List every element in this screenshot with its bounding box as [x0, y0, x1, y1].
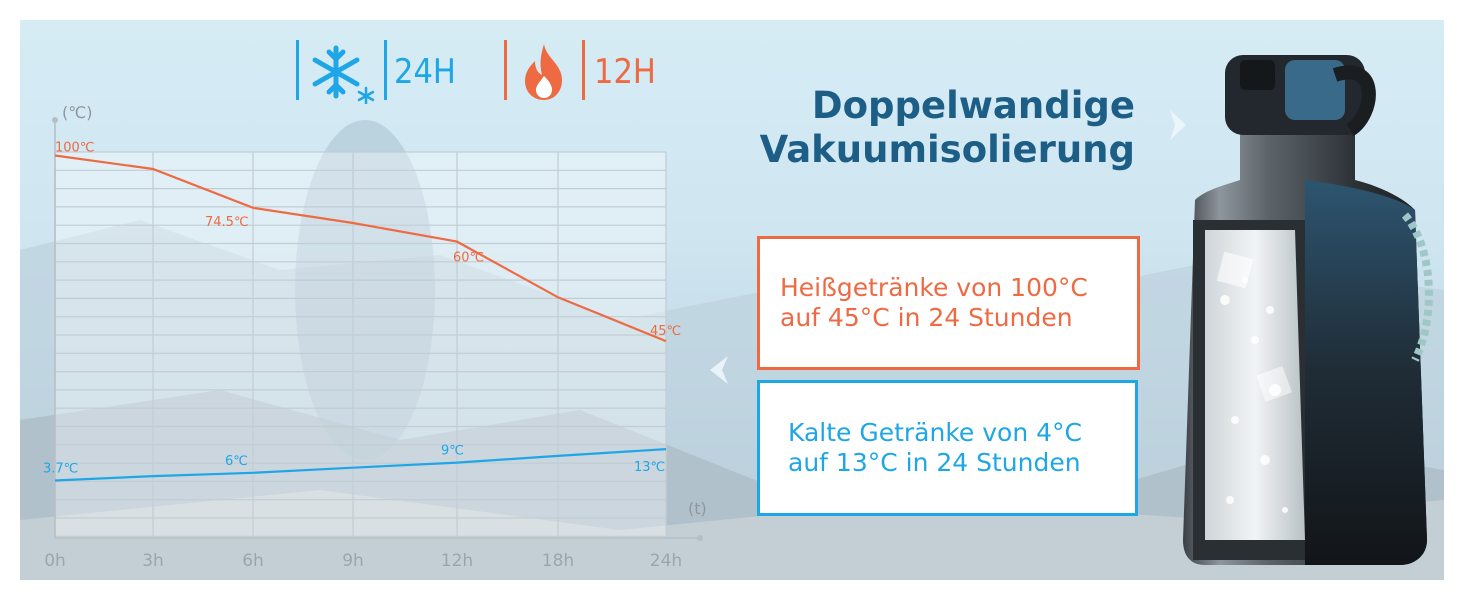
chart-axes: (℃) (t) 0h 3h 6h 9h 12h 18h 24h — [44, 103, 707, 571]
cold-duration-label: 24H — [394, 52, 456, 92]
cold-data-label: 6℃ — [225, 454, 248, 469]
x-axis-end — [697, 535, 703, 541]
hot-series-line — [54, 154, 667, 343]
hot-drink-info-box: Heißgetränke von 100°C auf 45°C in 24 St… — [757, 236, 1140, 370]
cold-data-label: 13℃ — [634, 460, 665, 475]
cold-drink-info-box: Kalte Getränke von 4°C auf 13°C in 24 St… — [757, 380, 1138, 516]
hot-data-label: 74.5℃ — [205, 215, 249, 230]
headline-line-1: Doppelwandige — [811, 84, 1135, 127]
hot-badge-divider-left — [504, 40, 507, 100]
hot-drink-info-text: Heißgetränke von 100°C auf 45°C in 24 St… — [780, 273, 1088, 332]
cold-badge-divider-right — [384, 40, 387, 100]
headline-line-2: Vakuumisolierung — [759, 128, 1135, 171]
cold-data-label: 9℃ — [441, 444, 464, 459]
x-tick-label: 12h — [441, 551, 473, 571]
cold-drink-info-text: Kalte Getränke von 4°C auf 13°C in 24 St… — [788, 418, 1083, 477]
chart-grid — [54, 151, 667, 538]
x-tick-label: 24h — [650, 551, 682, 571]
cold-series-line — [54, 448, 667, 482]
x-tick-label: 3h — [142, 551, 164, 571]
flame-icon — [516, 42, 572, 106]
cold-data-label: 3.7℃ — [43, 462, 78, 477]
hot-badge-divider-right — [582, 40, 585, 100]
hot-duration-label: 12H — [594, 52, 656, 92]
cold-badge-divider-left — [296, 40, 299, 100]
x-tick-label: 9h — [342, 551, 364, 571]
x-tick-label: 0h — [44, 551, 66, 571]
duration-badges: 24H 12H — [296, 38, 676, 108]
y-axis-unit: (℃) — [62, 103, 92, 122]
hot-data-label: 60℃ — [453, 251, 484, 266]
x-tick-label: 18h — [542, 551, 574, 571]
chart-series — [54, 154, 667, 482]
snowflake-icon — [308, 44, 378, 108]
y-axis-end — [52, 117, 58, 123]
arrow-left-icon — [704, 356, 730, 388]
x-tick-label: 6h — [242, 551, 264, 571]
bottle-image — [1165, 40, 1455, 580]
hot-data-label: 45℃ — [650, 324, 681, 339]
x-axis-unit: (t) — [688, 499, 707, 518]
plot-area — [55, 152, 666, 538]
chart-labels: 100℃ 74.5℃ 60℃ 45℃ 3.7℃ 6℃ 9℃ 13℃ — [43, 141, 681, 477]
arrow-right-icon — [1168, 110, 1188, 144]
hot-data-label: 100℃ — [55, 141, 94, 156]
headline: Doppelwandige Vakuumisolierung — [690, 84, 1135, 172]
